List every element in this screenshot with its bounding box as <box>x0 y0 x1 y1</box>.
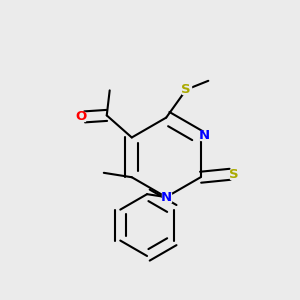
Text: N: N <box>199 129 210 142</box>
Text: S: S <box>182 83 191 96</box>
Bar <box>182 85 190 94</box>
Text: N: N <box>160 190 172 204</box>
Bar <box>76 112 85 121</box>
Bar <box>230 170 239 179</box>
Text: S: S <box>230 168 239 181</box>
Bar <box>200 131 209 140</box>
Text: O: O <box>75 110 86 123</box>
Bar <box>162 193 171 202</box>
